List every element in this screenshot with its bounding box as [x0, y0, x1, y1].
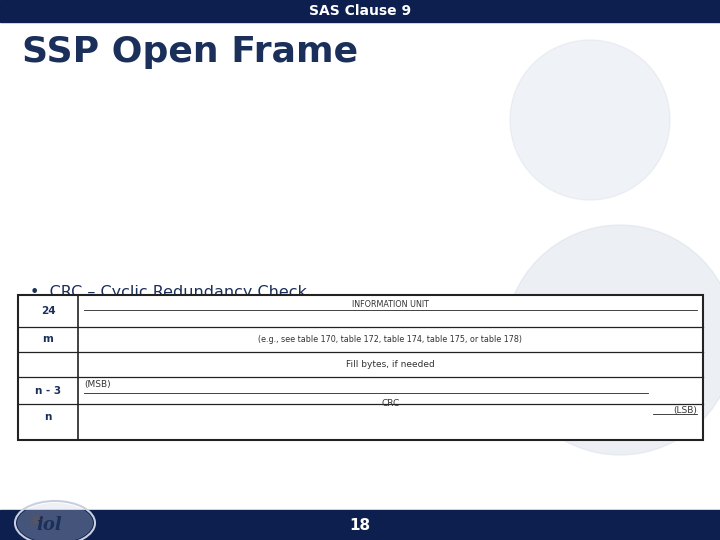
- Text: (e.g., see table 170, table 172, table 174, table 175, or table 178): (e.g., see table 170, table 172, table 1…: [258, 335, 523, 344]
- Circle shape: [34, 516, 40, 523]
- Text: n: n: [45, 412, 52, 422]
- Bar: [18, 295, 703, 440]
- Text: m: m: [42, 334, 53, 345]
- Text: –  Transmitter calculates CRC and attaches it to every: – Transmitter calculates CRC and attache…: [65, 337, 459, 352]
- Text: frame: frame: [65, 353, 127, 368]
- Text: –  CRC is used to detect bit errors inside of transmitted: – CRC is used to detect bit errors insid…: [65, 305, 468, 320]
- Text: –  Receiver calculates CRC at receiption and if it doesn't: – Receiver calculates CRC at receiption …: [65, 369, 474, 384]
- Text: CRC: CRC: [382, 399, 400, 408]
- Text: •  CRC – Cyclic Redundancy Check: • CRC – Cyclic Redundancy Check: [30, 285, 307, 300]
- Text: SAS Clause 9: SAS Clause 9: [309, 4, 411, 18]
- Bar: [0, 0, 720, 22]
- Text: iol: iol: [36, 516, 62, 534]
- Circle shape: [505, 225, 720, 455]
- Text: match what is received, transmits NAK (CRC ERROR): match what is received, transmits NAK (C…: [65, 385, 470, 400]
- Text: frames: frames: [65, 321, 135, 336]
- Text: Fill bytes, if needed: Fill bytes, if needed: [346, 360, 435, 369]
- Text: to the transmitter: to the transmitter: [65, 401, 215, 416]
- Circle shape: [510, 40, 670, 200]
- Text: 24: 24: [41, 306, 55, 316]
- Text: n - 3: n - 3: [35, 386, 61, 395]
- Ellipse shape: [17, 503, 93, 540]
- Text: SSP Open Frame: SSP Open Frame: [22, 35, 358, 69]
- Text: 18: 18: [349, 517, 371, 532]
- Text: INFORMATION UNIT: INFORMATION UNIT: [352, 300, 429, 309]
- Text: (MSB): (MSB): [84, 380, 111, 388]
- Bar: [0, 510, 720, 540]
- Text: (LSB): (LSB): [673, 407, 697, 415]
